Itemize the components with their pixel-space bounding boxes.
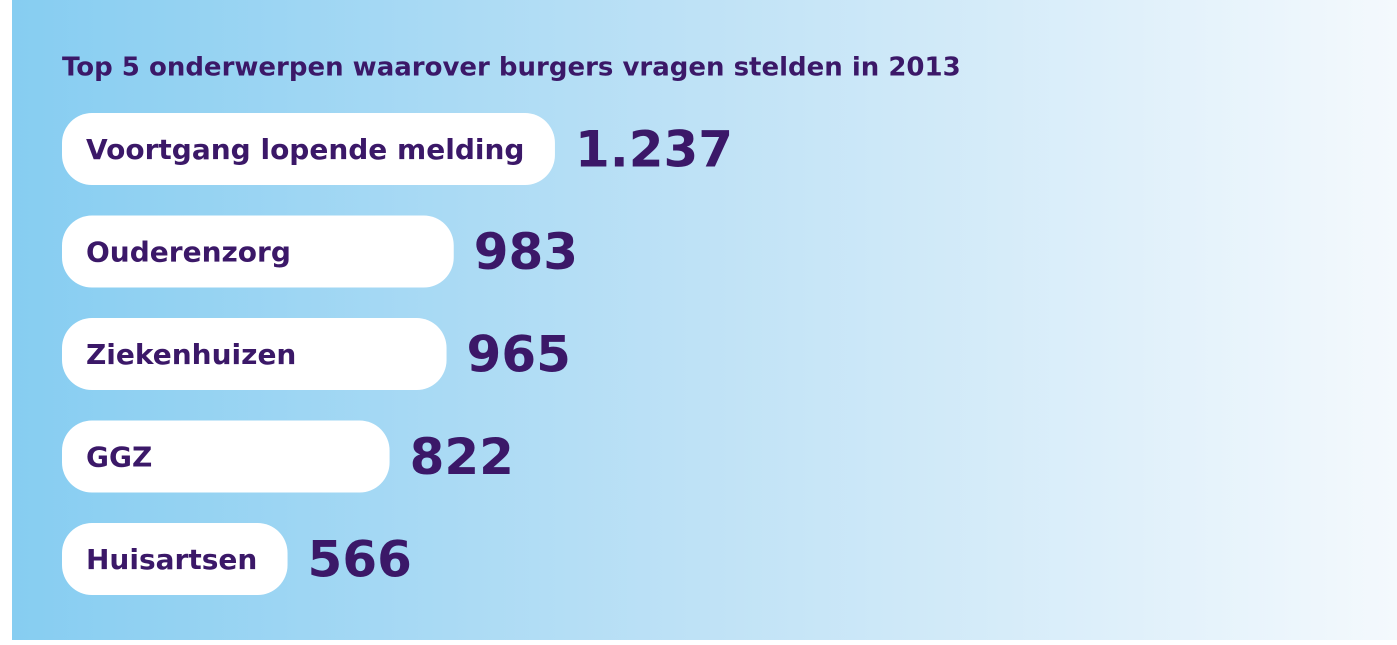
- chart-title: Top 5 onderwerpen waarover burgers vrage…: [62, 53, 961, 83]
- category-label: Ouderenzorg: [86, 236, 291, 269]
- bar: [62, 113, 555, 185]
- category-label: GGZ: [86, 441, 152, 474]
- bar: [62, 215, 454, 288]
- category-label: Voortgang lopende melding: [86, 133, 524, 166]
- value-label: 566: [308, 531, 412, 589]
- bar: [62, 523, 288, 595]
- value-label: 965: [467, 326, 571, 384]
- category-label: Huisartsen: [86, 543, 257, 576]
- value-label: 1.237: [575, 121, 733, 179]
- value-label: 822: [410, 428, 514, 486]
- category-label: Ziekenhuizen: [86, 338, 296, 371]
- bar: [62, 318, 447, 390]
- bar: [62, 420, 390, 493]
- value-label: 983: [474, 223, 578, 281]
